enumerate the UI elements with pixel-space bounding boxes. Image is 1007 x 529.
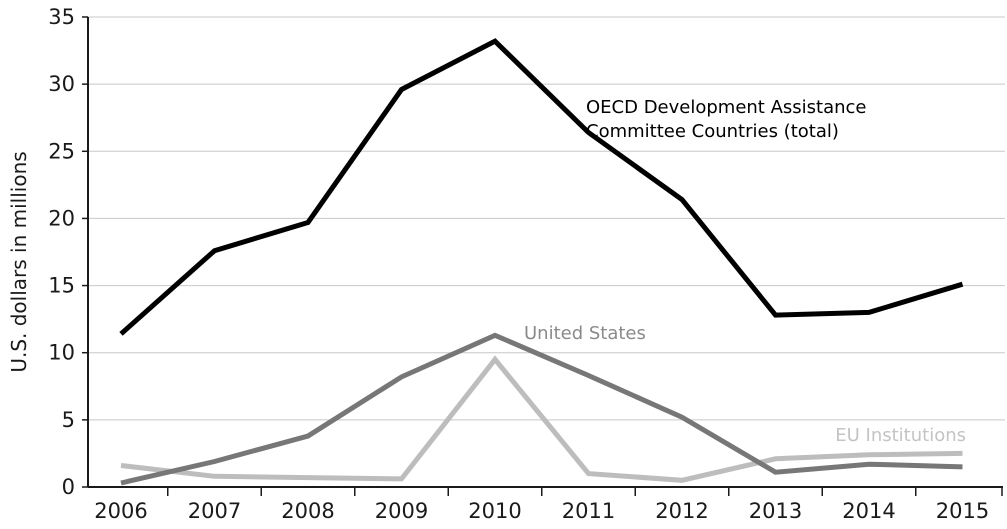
series-label: OECD Development Assistance Committee Cou…	[586, 97, 867, 142]
y-tick-label: 0	[62, 475, 75, 499]
y-tick-label: 10	[48, 341, 75, 365]
label-layer: OECD Development Assistance Committee Cou…	[524, 97, 966, 446]
y-tick-label: 5	[62, 408, 75, 432]
x-tick-label: 2008	[281, 499, 334, 523]
series-label-line: United States	[524, 323, 646, 344]
y-tick-label: 25	[48, 139, 75, 163]
x-tick-label: 2012	[655, 499, 708, 523]
series-line-united-states	[121, 335, 963, 483]
x-tick-label: 2013	[749, 499, 802, 523]
y-tick-label: 20	[48, 206, 75, 230]
y-axis-title: U.S. dollars in millions	[7, 151, 31, 372]
x-tick-label: 2015	[936, 499, 989, 523]
series-label-line: OECD Development Assistance	[586, 97, 867, 118]
series-label-line: EU Institutions	[835, 425, 966, 446]
series-label: United States	[524, 323, 646, 344]
x-tick-label: 2014	[842, 499, 895, 523]
x-tick-label: 2009	[375, 499, 428, 523]
y-tick-label: 35	[48, 5, 75, 29]
x-tick-label: 2006	[94, 499, 147, 523]
series-label: EU Institutions	[835, 425, 966, 446]
y-tick-label: 30	[48, 72, 75, 96]
series-label-line: Committee Countries (total)	[586, 121, 839, 142]
x-tick-label: 2011	[562, 499, 615, 523]
x-tick-label: 2007	[188, 499, 241, 523]
y-tick-label: 15	[48, 274, 75, 298]
x-tick-label: 2010	[468, 499, 521, 523]
series-line-oecd-development-assistance-committee-countries-total	[121, 41, 963, 334]
